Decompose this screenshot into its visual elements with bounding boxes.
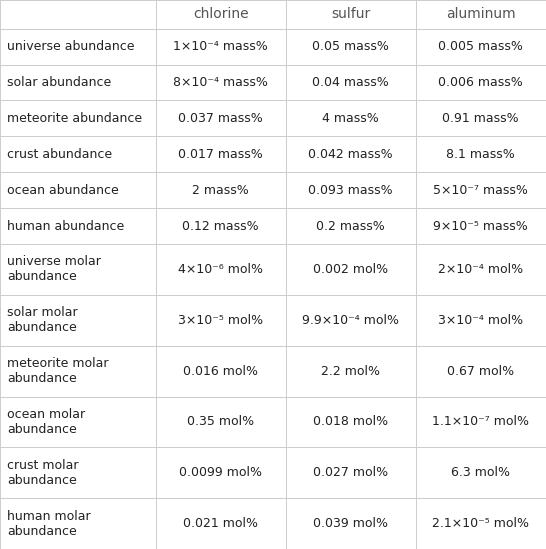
Text: 1.1×10⁻⁷ mol%: 1.1×10⁻⁷ mol% bbox=[432, 416, 529, 428]
Text: 4×10⁻⁶ mol%: 4×10⁻⁶ mol% bbox=[178, 263, 263, 276]
Text: universe molar
abundance: universe molar abundance bbox=[7, 255, 101, 283]
Text: 0.005 mass%: 0.005 mass% bbox=[438, 40, 523, 53]
Text: crust molar
abundance: crust molar abundance bbox=[7, 459, 79, 487]
Text: 0.039 mol%: 0.039 mol% bbox=[313, 517, 388, 530]
Text: 0.037 mass%: 0.037 mass% bbox=[178, 112, 263, 125]
Text: 0.05 mass%: 0.05 mass% bbox=[312, 40, 389, 53]
Text: 0.002 mol%: 0.002 mol% bbox=[313, 263, 388, 276]
Text: 2 mass%: 2 mass% bbox=[192, 184, 249, 197]
Text: 0.35 mol%: 0.35 mol% bbox=[187, 416, 254, 428]
Text: 5×10⁻⁷ mass%: 5×10⁻⁷ mass% bbox=[433, 184, 528, 197]
Text: 1×10⁻⁴ mass%: 1×10⁻⁴ mass% bbox=[173, 40, 268, 53]
Text: 6.3 mol%: 6.3 mol% bbox=[451, 466, 510, 479]
Text: 0.042 mass%: 0.042 mass% bbox=[308, 148, 393, 161]
Text: 2×10⁻⁴ mol%: 2×10⁻⁴ mol% bbox=[438, 263, 523, 276]
Text: 9×10⁻⁵ mass%: 9×10⁻⁵ mass% bbox=[433, 220, 528, 233]
Text: 9.9×10⁻⁴ mol%: 9.9×10⁻⁴ mol% bbox=[302, 313, 399, 327]
Text: 0.2 mass%: 0.2 mass% bbox=[316, 220, 385, 233]
Text: 0.016 mol%: 0.016 mol% bbox=[183, 365, 258, 378]
Text: 0.12 mass%: 0.12 mass% bbox=[182, 220, 259, 233]
Text: solar abundance: solar abundance bbox=[7, 76, 111, 89]
Text: 2.2 mol%: 2.2 mol% bbox=[321, 365, 380, 378]
Text: 8.1 mass%: 8.1 mass% bbox=[446, 148, 515, 161]
Text: crust abundance: crust abundance bbox=[7, 148, 112, 161]
Text: 0.91 mass%: 0.91 mass% bbox=[442, 112, 519, 125]
Text: aluminum: aluminum bbox=[446, 7, 515, 21]
Text: chlorine: chlorine bbox=[193, 7, 248, 21]
Text: universe abundance: universe abundance bbox=[7, 40, 135, 53]
Text: 2.1×10⁻⁵ mol%: 2.1×10⁻⁵ mol% bbox=[432, 517, 529, 530]
Text: 0.0099 mol%: 0.0099 mol% bbox=[179, 466, 262, 479]
Text: sulfur: sulfur bbox=[331, 7, 370, 21]
Text: 0.021 mol%: 0.021 mol% bbox=[183, 517, 258, 530]
Text: 0.017 mass%: 0.017 mass% bbox=[178, 148, 263, 161]
Text: 0.018 mol%: 0.018 mol% bbox=[313, 416, 388, 428]
Text: 0.006 mass%: 0.006 mass% bbox=[438, 76, 523, 89]
Text: ocean molar
abundance: ocean molar abundance bbox=[7, 408, 85, 436]
Text: meteorite molar
abundance: meteorite molar abundance bbox=[7, 357, 109, 385]
Text: 8×10⁻⁴ mass%: 8×10⁻⁴ mass% bbox=[173, 76, 268, 89]
Text: solar molar
abundance: solar molar abundance bbox=[7, 306, 78, 334]
Text: 3×10⁻⁵ mol%: 3×10⁻⁵ mol% bbox=[178, 313, 263, 327]
Text: 0.027 mol%: 0.027 mol% bbox=[313, 466, 388, 479]
Text: ocean abundance: ocean abundance bbox=[7, 184, 119, 197]
Text: 4 mass%: 4 mass% bbox=[322, 112, 379, 125]
Text: 0.67 mol%: 0.67 mol% bbox=[447, 365, 514, 378]
Text: human abundance: human abundance bbox=[7, 220, 124, 233]
Text: 3×10⁻⁴ mol%: 3×10⁻⁴ mol% bbox=[438, 313, 523, 327]
Text: 0.04 mass%: 0.04 mass% bbox=[312, 76, 389, 89]
Text: meteorite abundance: meteorite abundance bbox=[7, 112, 142, 125]
Text: 0.093 mass%: 0.093 mass% bbox=[308, 184, 393, 197]
Text: human molar
abundance: human molar abundance bbox=[7, 509, 91, 537]
